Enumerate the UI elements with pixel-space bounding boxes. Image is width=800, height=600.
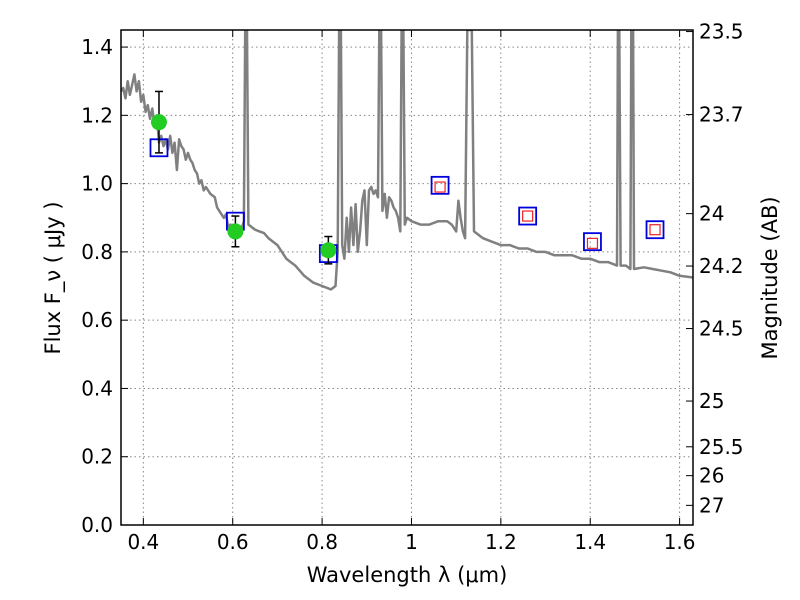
model-square-marker bbox=[430, 175, 450, 195]
photometry-square-marker bbox=[522, 210, 534, 222]
photometry-square-marker bbox=[434, 181, 446, 193]
y-tick-label: 1.4 bbox=[81, 35, 113, 59]
x-tick-label: 1.6 bbox=[664, 530, 696, 554]
y-tick-label: 0.4 bbox=[81, 376, 113, 400]
markers-layer bbox=[149, 90, 665, 265]
x-axis-label: Wavelength λ (μm) bbox=[307, 563, 508, 587]
observed-point bbox=[227, 223, 244, 240]
y-tick-label: 1.2 bbox=[81, 103, 113, 127]
right-tick-label: 24.5 bbox=[699, 317, 744, 341]
photometry-square-marker bbox=[649, 224, 661, 236]
y-axis-label: Flux F_ν ( μJy ) bbox=[41, 201, 66, 354]
right-tick-label: 26 bbox=[699, 464, 724, 488]
y-tick-label: 1.0 bbox=[81, 172, 113, 196]
model-square-marker bbox=[645, 220, 665, 240]
right-tick-label: 23.7 bbox=[699, 103, 744, 127]
right-tick-label: 23.5 bbox=[699, 20, 744, 44]
x-tick-label: 0.4 bbox=[127, 530, 159, 554]
y-tick-label: 0.0 bbox=[81, 513, 113, 537]
right-tick-label: 24.2 bbox=[699, 254, 744, 278]
x-tick-label: 1 bbox=[405, 530, 418, 554]
observed-point bbox=[150, 114, 167, 131]
axis-ticks: 0.4 0.6 0.8 1 1.2 1.4 1.6 0.0 0.2 0.4 0.6 0.8 1.0 1.2… bbox=[81, 20, 743, 554]
right-tick-label: 24 bbox=[699, 202, 724, 226]
x-tick-label: 0.6 bbox=[217, 530, 249, 554]
spectrum-layer bbox=[121, 30, 693, 291]
right-axis-label: Magnitude (AB) bbox=[758, 196, 782, 359]
y-tick-label: 0.6 bbox=[81, 308, 113, 332]
plot-frame bbox=[120, 29, 694, 526]
model-square-marker bbox=[583, 232, 602, 252]
right-tick-label: 27 bbox=[699, 493, 724, 517]
x-tick-label: 1.4 bbox=[574, 530, 606, 554]
y-tick-label: 0.2 bbox=[81, 445, 113, 469]
model-spectrum-line bbox=[121, 30, 693, 291]
right-tick-label: 25.5 bbox=[699, 435, 744, 459]
model-square-marker bbox=[518, 206, 538, 226]
x-tick-label: 1.2 bbox=[485, 530, 517, 554]
x-tick-label: 0.8 bbox=[306, 530, 338, 554]
y-tick-label: 0.8 bbox=[81, 240, 113, 264]
observed-point bbox=[320, 242, 337, 259]
photometry-square-marker bbox=[586, 237, 599, 249]
grid-lines bbox=[121, 30, 693, 526]
right-tick-label: 25 bbox=[699, 389, 724, 413]
